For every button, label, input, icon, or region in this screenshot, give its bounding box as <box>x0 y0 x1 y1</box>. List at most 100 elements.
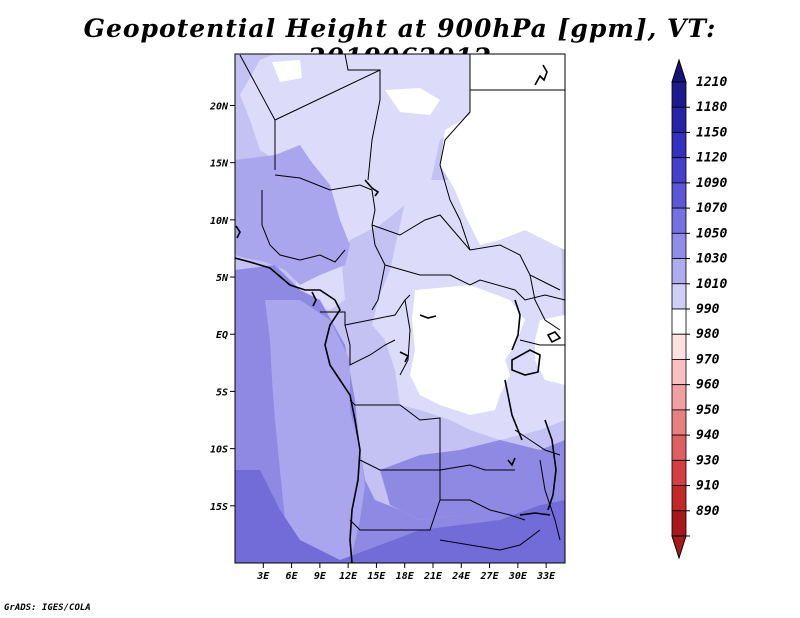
lat-tick-label: 10N <box>210 216 229 227</box>
border-line <box>384 264 565 301</box>
lake-shore <box>511 349 541 376</box>
grads-credit: GrADS: IGES/COLA <box>4 603 91 613</box>
lon-tick-label: 33E <box>536 571 556 582</box>
lake-shore <box>546 331 562 344</box>
colorbar-label: 1120 <box>696 151 727 166</box>
colorbar-swatch <box>671 333 687 360</box>
field-white-north-small <box>385 88 440 115</box>
colorbar-swatch <box>671 384 687 411</box>
lake-shore <box>419 314 437 319</box>
lon-tick-label: 27E <box>480 571 500 582</box>
border-line <box>261 190 301 261</box>
colorbar-label: 970 <box>696 352 720 367</box>
lon-tick-label: 3E <box>256 571 270 582</box>
field-white-central <box>410 285 525 415</box>
colorbar-swatch <box>671 81 687 108</box>
lat-tick-label: 5S <box>216 387 228 398</box>
lat-tick-label: EQ <box>216 330 228 341</box>
longitude-axis: 3E 6E 9E 12E 15E 18E 21E 24E 27E 30E 33E <box>256 563 556 582</box>
lake-shore <box>504 379 523 441</box>
country-borders <box>239 54 565 551</box>
border-line <box>439 529 541 551</box>
lon-tick-label: 9E <box>314 571 327 582</box>
colorbar-top-arrow <box>671 58 687 83</box>
colorbar-label: 990 <box>696 302 720 317</box>
colorbar-label: 930 <box>696 453 720 468</box>
lake-shore <box>544 419 557 511</box>
coastline <box>235 257 361 563</box>
border-line <box>344 54 380 71</box>
colorbar-swatch <box>671 283 687 310</box>
lake-shore <box>511 299 521 351</box>
lon-tick-label: 6E <box>286 571 299 582</box>
colorbar-swatch <box>671 106 687 133</box>
colorbar-label: 1050 <box>696 226 727 241</box>
colorbar-label: 1030 <box>696 252 727 267</box>
lat-tick-label: 15S <box>210 502 228 513</box>
border-line <box>439 54 471 166</box>
field-band-1050-interior <box>265 300 365 563</box>
lon-tick-label: 21E <box>423 571 443 582</box>
border-line <box>439 164 471 251</box>
lat-tick-label: 15N <box>210 159 229 170</box>
colorbar: 1210 1180 1150 1120 1090 1070 1050 1030 1010 990 9… <box>671 58 727 560</box>
colorbar-label: 940 <box>696 428 720 443</box>
border-line <box>274 174 376 226</box>
height-field <box>235 54 565 563</box>
border-line <box>349 399 515 471</box>
lat-tick-label: 20N <box>209 101 229 112</box>
lon-tick-label: 18E <box>396 571 415 582</box>
colorbar-swatch <box>671 485 687 512</box>
border-line <box>239 54 276 170</box>
coastline <box>364 179 380 197</box>
field-white-north <box>440 54 565 250</box>
lon-tick-label: 12E <box>339 571 358 582</box>
colorbar-swatch <box>671 182 687 209</box>
lon-tick-label: 30E <box>508 571 528 582</box>
colorbar-swatch <box>671 359 687 386</box>
colorbar-bottom-arrow <box>671 535 687 560</box>
field-band-1050-west <box>235 145 350 285</box>
border-line <box>529 274 561 331</box>
border-line <box>274 69 381 181</box>
lat-tick-label: 10S <box>210 445 228 456</box>
colorbar-label: 980 <box>696 327 720 342</box>
field-band-1090-south <box>235 470 565 563</box>
border-line <box>349 499 526 531</box>
colorbar-swatch <box>671 207 687 234</box>
lake-shore <box>507 457 516 467</box>
colorbar-label: 910 <box>696 479 720 494</box>
colorbar-label: 1150 <box>696 125 727 140</box>
latitude-axis: 20N 15N 10N 5N EQ 5S 10S 15S <box>209 101 235 513</box>
colorbar-label: 890 <box>696 504 720 519</box>
field-white-northwest <box>272 60 302 82</box>
colorbar-label: 1210 <box>696 75 727 90</box>
colorbar-swatch <box>671 409 687 436</box>
border-line <box>519 339 565 346</box>
colorbar-swatch <box>671 510 687 537</box>
coastlines-and-lakes <box>235 64 562 563</box>
coastline <box>534 64 548 86</box>
colorbar-label: 1070 <box>696 201 727 216</box>
border-line <box>344 324 396 366</box>
lake-shore <box>235 225 241 239</box>
colorbar-swatch <box>671 157 687 184</box>
colorbar-label: 1010 <box>696 277 727 292</box>
colorbar-swatch <box>671 132 687 159</box>
colorbar-swatch <box>671 434 687 461</box>
border-line <box>299 249 346 263</box>
colorbar-swatch <box>671 308 687 335</box>
lake-shore <box>311 291 317 307</box>
colorbar-label: 960 <box>696 378 720 393</box>
lon-tick-label: 24E <box>451 571 471 582</box>
colorbar-swatch <box>671 459 687 486</box>
map-frame <box>234 53 566 564</box>
colorbar-label: 1180 <box>696 100 727 115</box>
field-band-1070-southeast <box>380 440 565 520</box>
field-white-east <box>535 315 565 385</box>
lake-shore <box>399 351 410 363</box>
border-line <box>399 299 411 376</box>
lon-tick-label: 15E <box>367 571 386 582</box>
colorbar-label: 950 <box>696 403 720 418</box>
